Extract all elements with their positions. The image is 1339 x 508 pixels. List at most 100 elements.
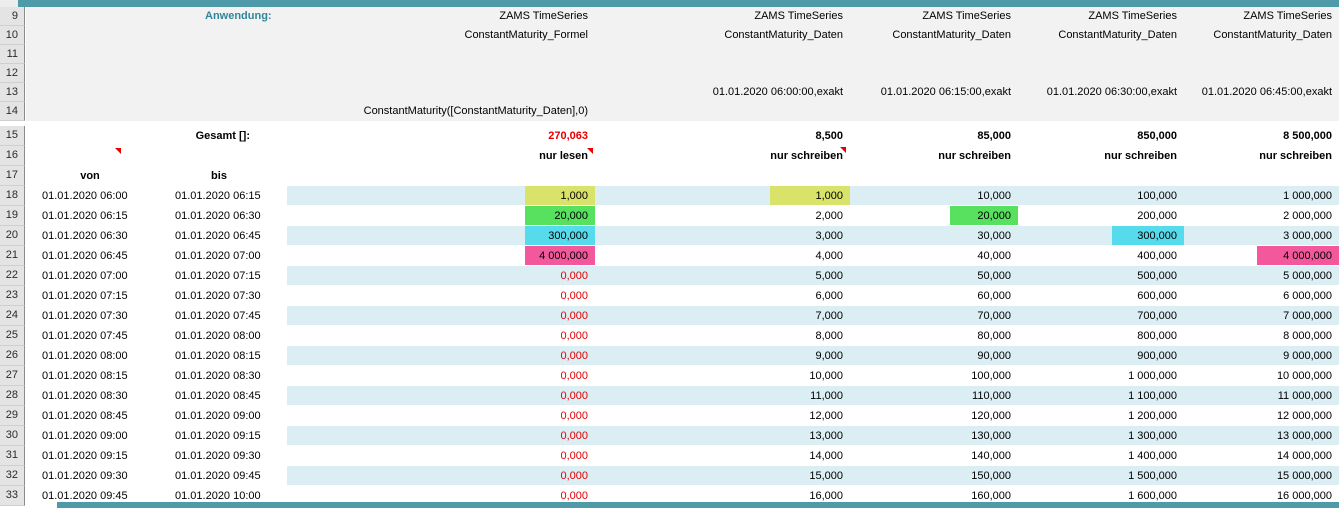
value-cell[interactable]: 1 200,000 [1128,410,1177,422]
value-cell[interactable]: 90,000 [977,350,1011,362]
value-cell[interactable]: 2 000,000 [1283,210,1332,222]
bis-cell[interactable]: 01.01.2020 09:00 [175,410,261,422]
bis-cell[interactable]: 01.01.2020 08:00 [175,330,261,342]
value-cell[interactable]: 2,000 [815,210,843,222]
row-number[interactable]: 33 [0,486,25,506]
von-cell[interactable]: 01.01.2020 07:15 [42,290,128,302]
von-cell[interactable]: 01.01.2020 08:45 [42,410,128,422]
column-header-line2[interactable]: ConstantMaturity_Daten [892,29,1011,41]
bis-cell[interactable]: 01.01.2020 09:15 [175,430,261,442]
column-header-line1[interactable]: ZAMS TimeSeries [754,10,843,22]
total-cell[interactable]: 85,000 [977,130,1011,142]
row-number[interactable]: 21 [0,246,25,266]
value-cell[interactable]: 50,000 [977,270,1011,282]
value-cell[interactable]: 10,000 [977,190,1011,202]
value-cell[interactable]: 13 000,000 [1276,430,1332,442]
bis-cell[interactable]: 01.01.2020 07:30 [175,290,261,302]
value-cell[interactable]: 11 000,000 [1277,390,1332,402]
value-cell[interactable]: 9 000,000 [1283,350,1332,362]
bis-cell[interactable]: 01.01.2020 06:15 [175,190,261,202]
von-cell[interactable]: 01.01.2020 06:30 [42,230,128,242]
column-header-line2[interactable]: ConstantMaturity_Daten [1058,29,1177,41]
mode-cell[interactable]: nur schreiben [938,150,1011,162]
value-cell-formel[interactable]: 0,000 [560,390,588,402]
value-cell-formel[interactable]: 0,000 [560,470,588,482]
value-cell[interactable]: 100,000 [1137,190,1177,202]
value-cell[interactable]: 13,000 [809,430,843,442]
value-cell[interactable]: 70,000 [977,310,1011,322]
value-cell[interactable]: 1 400,000 [1128,450,1177,462]
value-cell-formel[interactable]: 0,000 [560,410,588,422]
value-cell[interactable]: 1 100,000 [1128,390,1177,402]
bis-cell[interactable]: 01.01.2020 09:30 [175,450,261,462]
row-number[interactable]: 29 [0,406,25,426]
value-cell-formel[interactable]: 0,000 [560,430,588,442]
value-cell[interactable]: 10,000 [809,370,843,382]
row-number[interactable]: 18 [0,186,25,206]
timestamp-cell[interactable]: 01.01.2020 06:30:00,exakt [1046,86,1177,98]
bis-cell[interactable]: 01.01.2020 06:30 [175,210,261,222]
value-cell[interactable]: 80,000 [977,330,1011,342]
row-number[interactable]: 25 [0,326,25,346]
value-cell[interactable]: 8,000 [815,330,843,342]
bis-cell[interactable]: 01.01.2020 06:45 [175,230,261,242]
mode-cell[interactable]: nur schreiben [1259,150,1332,162]
value-cell[interactable]: 10 000,000 [1276,370,1332,382]
value-cell[interactable]: 5,000 [815,270,843,282]
value-cell-formel[interactable]: 0,000 [560,490,588,502]
value-cell[interactable]: 12 000,000 [1276,410,1332,422]
value-cell-formel[interactable]: 1,000 [560,190,588,202]
column-header-line2[interactable]: ConstantMaturity_Formel [464,29,589,41]
value-cell[interactable]: 1 000,000 [1128,370,1177,382]
column-header-line1[interactable]: ZAMS TimeSeries [922,10,1011,22]
value-cell[interactable]: 200,000 [1137,210,1177,222]
value-cell[interactable]: 14,000 [809,450,843,462]
value-cell-formel[interactable]: 0,000 [560,290,588,302]
total-cell[interactable]: 8,500 [815,130,843,142]
value-cell[interactable]: 15 000,000 [1276,470,1332,482]
row-number[interactable]: 9 [0,7,25,26]
value-cell[interactable]: 1 000,000 [1283,190,1332,202]
value-cell[interactable]: 900,000 [1137,350,1177,362]
von-cell[interactable]: 01.01.2020 08:30 [42,390,128,402]
von-cell[interactable]: 01.01.2020 08:15 [42,370,128,382]
mode-cell[interactable]: nur lesen [539,150,588,162]
formula-cell[interactable]: ConstantMaturity([ConstantMaturity_Daten… [363,105,588,117]
row-number[interactable]: 22 [0,266,25,286]
von-cell[interactable]: 01.01.2020 06:15 [42,210,128,222]
bis-cell[interactable]: 01.01.2020 07:45 [175,310,261,322]
value-cell-formel[interactable]: 0,000 [560,270,588,282]
value-cell[interactable]: 16 000,000 [1276,490,1332,502]
value-cell[interactable]: 800,000 [1137,330,1177,342]
bis-cell[interactable]: 01.01.2020 08:15 [175,350,261,362]
value-cell[interactable]: 14 000,000 [1276,450,1332,462]
row-number[interactable]: 12 [0,64,25,83]
row-number[interactable]: 10 [0,26,25,45]
row-number[interactable]: 32 [0,466,25,486]
value-cell[interactable]: 40,000 [977,250,1011,262]
value-cell[interactable]: 100,000 [971,370,1011,382]
value-cell[interactable]: 7,000 [815,310,843,322]
value-cell[interactable]: 4 000,000 [1283,250,1332,262]
total-cell[interactable]: 270,063 [548,130,588,142]
column-header-line2[interactable]: ConstantMaturity_Daten [1213,29,1332,41]
value-cell-formel[interactable]: 0,000 [560,450,588,462]
anwendung-label[interactable]: Anwendung: [205,10,272,22]
row-number[interactable]: 31 [0,446,25,466]
bis-header[interactable]: bis [211,170,227,182]
von-cell[interactable]: 01.01.2020 07:45 [42,330,128,342]
mode-cell[interactable]: nur schreiben [770,150,843,162]
row-number[interactable]: 17 [0,166,25,186]
von-cell[interactable]: 01.01.2020 09:45 [42,490,128,502]
value-cell[interactable]: 130,000 [971,430,1011,442]
column-header-line1[interactable]: ZAMS TimeSeries [499,10,588,22]
von-header[interactable]: von [80,170,100,182]
value-cell[interactable]: 3 000,000 [1283,230,1332,242]
bis-cell[interactable]: 01.01.2020 09:45 [175,470,261,482]
value-cell-formel[interactable]: 0,000 [560,330,588,342]
row-number[interactable]: 14 [0,102,25,121]
row-number[interactable]: 20 [0,226,25,246]
value-cell[interactable]: 1 500,000 [1128,470,1177,482]
value-cell-formel[interactable]: 0,000 [560,350,588,362]
von-cell[interactable]: 01.01.2020 06:00 [42,190,128,202]
